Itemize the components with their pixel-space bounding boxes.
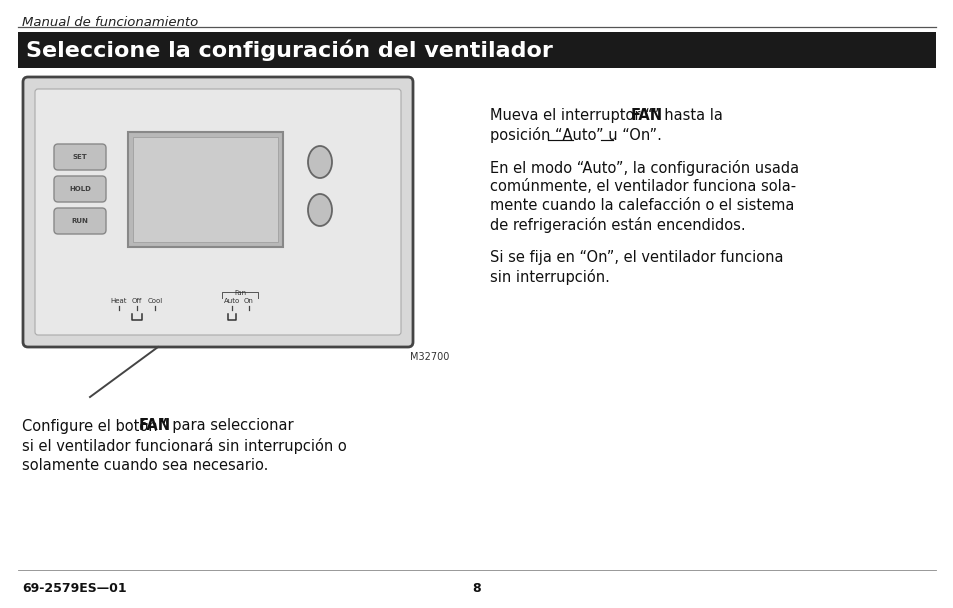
Text: comúnmente, el ventilador funciona sola-: comúnmente, el ventilador funciona sola- bbox=[490, 179, 796, 194]
Text: si el ventilador funcionará sin interrupción o: si el ventilador funcionará sin interrup… bbox=[22, 438, 346, 454]
Text: posición “​Auto” u “On”.: posición “​Auto” u “On”. bbox=[490, 127, 661, 143]
Text: Seleccione la configuración del ventilador: Seleccione la configuración del ventilad… bbox=[26, 40, 553, 61]
Bar bbox=[18, 32, 935, 68]
Text: Heat: Heat bbox=[111, 298, 127, 304]
FancyBboxPatch shape bbox=[23, 77, 413, 347]
Text: Mueva el interruptor “: Mueva el interruptor “ bbox=[490, 108, 652, 123]
Text: RUN: RUN bbox=[71, 218, 89, 224]
Text: solamente cuando sea necesario.: solamente cuando sea necesario. bbox=[22, 458, 268, 473]
Ellipse shape bbox=[308, 146, 332, 178]
Text: Configure el botón “: Configure el botón “ bbox=[22, 418, 170, 434]
FancyBboxPatch shape bbox=[54, 176, 106, 202]
FancyBboxPatch shape bbox=[54, 144, 106, 170]
Text: Off: Off bbox=[132, 298, 142, 304]
Text: ” para seleccionar: ” para seleccionar bbox=[160, 418, 294, 433]
Text: de refrigeración están encendidos.: de refrigeración están encendidos. bbox=[490, 217, 745, 233]
Text: Manual de funcionamiento: Manual de funcionamiento bbox=[22, 16, 198, 29]
Text: Auto: Auto bbox=[224, 298, 240, 304]
Text: SET: SET bbox=[72, 154, 88, 160]
Text: FAN: FAN bbox=[139, 418, 171, 433]
FancyBboxPatch shape bbox=[35, 89, 400, 335]
Text: HOLD: HOLD bbox=[69, 186, 91, 192]
Text: M32700: M32700 bbox=[410, 352, 449, 362]
FancyBboxPatch shape bbox=[132, 137, 277, 242]
FancyBboxPatch shape bbox=[54, 208, 106, 234]
Text: On: On bbox=[244, 298, 253, 304]
FancyBboxPatch shape bbox=[128, 132, 283, 247]
Text: Cool: Cool bbox=[147, 298, 162, 304]
Text: mente cuando la calefacción o el sistema: mente cuando la calefacción o el sistema bbox=[490, 198, 794, 213]
Text: 8: 8 bbox=[472, 582, 481, 595]
Text: FAN: FAN bbox=[630, 108, 661, 123]
Text: Si se fija en “On”, el ventilador funciona: Si se fija en “On”, el ventilador funcio… bbox=[490, 250, 782, 265]
Text: Fan: Fan bbox=[233, 290, 246, 296]
Text: ” hasta la: ” hasta la bbox=[651, 108, 722, 123]
Text: sin interrupción.: sin interrupción. bbox=[490, 269, 609, 285]
Ellipse shape bbox=[308, 194, 332, 226]
Text: En el modo “Auto”, la configuración usada: En el modo “Auto”, la configuración usad… bbox=[490, 160, 799, 176]
Text: 69-2579ES—01: 69-2579ES—01 bbox=[22, 582, 127, 595]
